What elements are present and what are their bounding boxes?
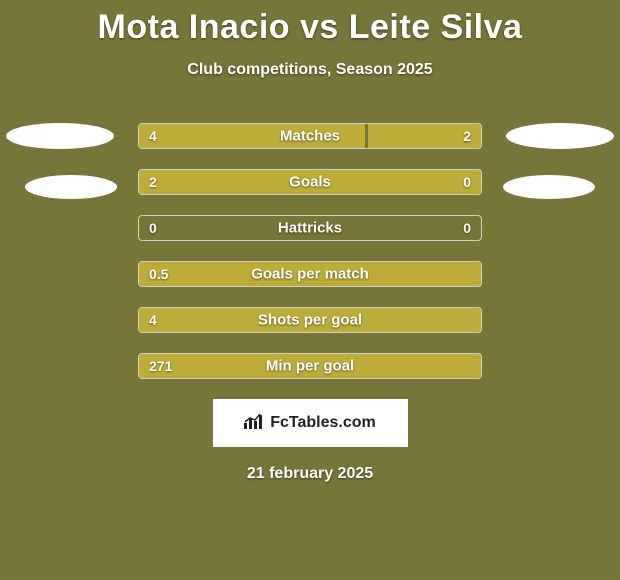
metric-label: Hattricks	[278, 220, 342, 237]
metric-label: Matches	[280, 128, 340, 145]
bar-row-shots-per-goal: 4 Shots per goal	[138, 307, 482, 333]
decoration-ellipse-right-2	[503, 175, 595, 199]
logo-text: FcTables.com	[270, 414, 376, 432]
footer-date: 21 february 2025	[0, 465, 620, 483]
bar-row-hattricks: 0 Hattricks 0	[138, 215, 482, 241]
metric-label: Shots per goal	[258, 312, 362, 329]
comparison-chart: 4 Matches 2 2 Goals 0 0 Hattricks 0 0.5 …	[0, 123, 620, 379]
left-value: 2	[149, 174, 157, 190]
left-value: 0	[149, 220, 157, 236]
left-value: 271	[149, 358, 172, 374]
chart-icon	[244, 413, 264, 434]
decoration-ellipse-left-1	[6, 123, 114, 149]
logo-box: FcTables.com	[213, 399, 408, 447]
decoration-ellipse-left-2	[25, 175, 117, 199]
bar-row-matches: 4 Matches 2	[138, 123, 482, 149]
left-value: 0.5	[149, 266, 168, 282]
right-value: 2	[463, 128, 471, 144]
left-value: 4	[149, 128, 157, 144]
metric-label: Goals	[289, 174, 331, 191]
right-value: 0	[463, 174, 471, 190]
subtitle: Club competitions, Season 2025	[0, 61, 620, 79]
bar-fill-left	[139, 170, 402, 194]
left-value: 4	[149, 312, 157, 328]
page-title: Mota Inacio vs Leite Silva	[0, 0, 620, 47]
bar-row-min-per-goal: 271 Min per goal	[138, 353, 482, 379]
decoration-ellipse-right-1	[506, 123, 614, 149]
bar-row-goals: 2 Goals 0	[138, 169, 482, 195]
bars-container: 4 Matches 2 2 Goals 0 0 Hattricks 0 0.5 …	[138, 123, 482, 379]
right-value: 0	[463, 220, 471, 236]
metric-label: Goals per match	[251, 266, 369, 283]
bar-row-goals-per-match: 0.5 Goals per match	[138, 261, 482, 287]
metric-label: Min per goal	[266, 358, 354, 375]
